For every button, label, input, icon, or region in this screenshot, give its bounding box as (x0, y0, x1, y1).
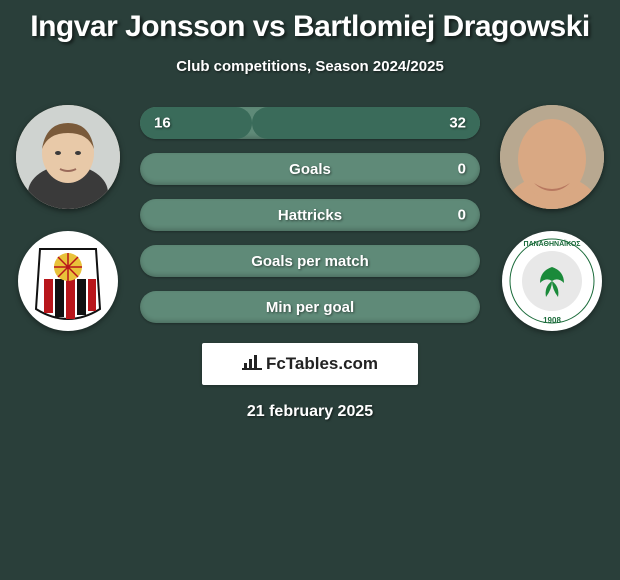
chart-icon (242, 353, 262, 376)
player-right-column: ΠΑΝΑΘΗΝΑΪΚΟΣ 1908 (500, 105, 604, 331)
player-right-photo (500, 105, 604, 209)
svg-text:1908: 1908 (543, 316, 561, 325)
svg-text:ΠΑΝΑΘΗΝΑΪΚΟΣ: ΠΑΝΑΘΗΝΑΪΚΟΣ (524, 240, 581, 248)
brand-logo: FcTables.com (202, 343, 418, 385)
bar-fill-right (252, 107, 480, 139)
stat-bar: Min per goal (140, 291, 480, 323)
root: Ingvar Jonsson vs Bartlomiej Dragowski C… (0, 0, 620, 421)
subtitle: Club competitions, Season 2024/2025 (176, 58, 444, 75)
comparison-area: ΠΑΝΑΘΗΝΑΪΚΟΣ 1908 1632Matches0Goals0Hatt… (8, 105, 612, 323)
page-title: Ingvar Jonsson vs Bartlomiej Dragowski (30, 10, 590, 44)
stat-bars: 1632Matches0Goals0HattricksGoals per mat… (140, 107, 480, 323)
club-right-badge: ΠΑΝΑΘΗΝΑΪΚΟΣ 1908 (502, 231, 602, 331)
stat-value-left: 16 (154, 115, 171, 132)
club-left-badge (18, 231, 118, 331)
stat-value-right: 32 (449, 115, 466, 132)
player-left-photo (16, 105, 120, 209)
stat-label: Min per goal (266, 299, 354, 316)
stat-label: Hattricks (278, 207, 342, 224)
stat-bar: 0 Goals (140, 153, 480, 185)
stat-label: Goals (289, 161, 331, 178)
stat-value-right: 0 (458, 207, 466, 224)
player-left-column (16, 105, 120, 331)
stat-label: Goals per match (251, 253, 369, 270)
stat-bar: 0 Hattricks (140, 199, 480, 231)
stat-bar: 1632Matches (140, 107, 480, 139)
date-text: 21 february 2025 (247, 403, 373, 421)
stat-value-right: 0 (458, 161, 466, 178)
brand-text: FcTables.com (266, 354, 378, 374)
stat-bar: Goals per match (140, 245, 480, 277)
